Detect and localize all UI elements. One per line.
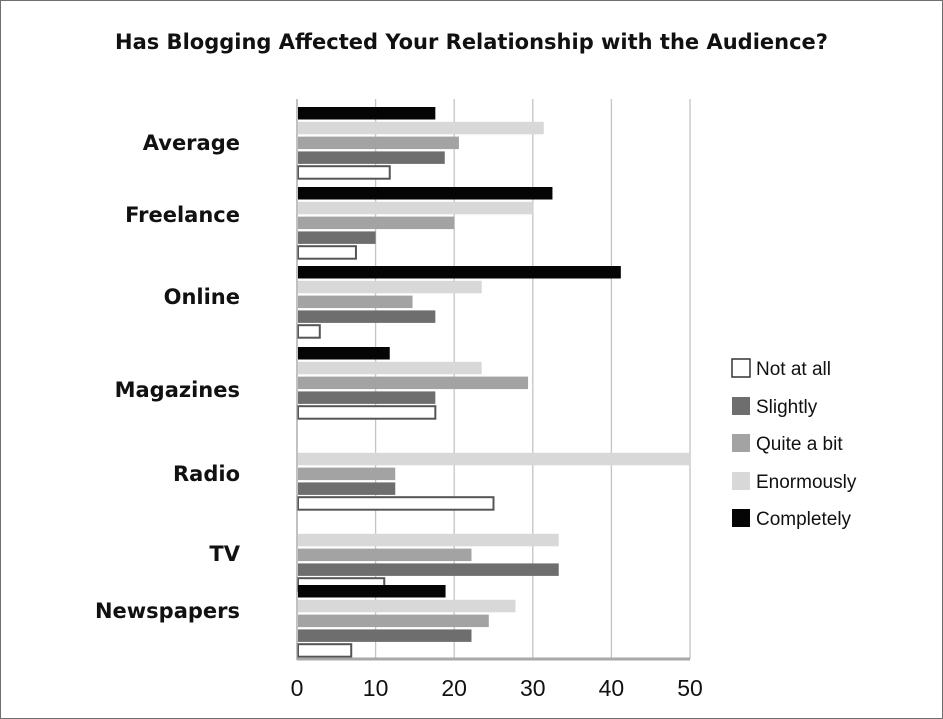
bar-newspapers-completely (298, 585, 446, 598)
category-labels: Average Freelance Online Magazines Radio TV Ne… (95, 131, 241, 623)
bar-online-enormously (298, 280, 482, 294)
bar-radio-quite-a-bit (298, 467, 396, 481)
bar-magazines-slightly (298, 391, 436, 404)
bar-magazines-enormously (298, 361, 482, 375)
bar-tv-enormously (298, 533, 559, 547)
bar-average-enormously (298, 121, 544, 135)
bar-freelance-enormously (298, 201, 533, 215)
legend-swatch-enormously (732, 472, 750, 490)
bars (297, 107, 690, 658)
category-label-average: Average (143, 131, 240, 155)
bar-newspapers-quite-a-bit (298, 614, 489, 628)
axes (296, 99, 690, 661)
bar-tv-slightly (298, 563, 559, 576)
x-tick-label-0: 0 (291, 675, 304, 701)
bar-newspapers-enormously (298, 599, 516, 613)
bar-freelance-completely (298, 187, 553, 200)
legend-swatch-slightly (732, 397, 750, 415)
category-label-radio: Radio (173, 462, 240, 486)
bar-average-completely (298, 107, 436, 120)
legend-label-completely: Completely (756, 509, 852, 530)
legend-swatch-not-at-all (731, 358, 751, 378)
legend-label-enormously: Enormously (756, 472, 857, 493)
legend-swatch-completely (732, 509, 750, 527)
x-tick-label-30: 30 (520, 675, 546, 701)
legend-swatch-quite-a-bit (732, 434, 750, 452)
x-tick-label-10: 10 (363, 675, 389, 701)
category-label-magazines: Magazines (115, 378, 240, 402)
bar-magazines-completely (298, 347, 390, 360)
bar-online-slightly (298, 310, 436, 323)
chart-title: Has Blogging Affected Your Relationship … (115, 30, 828, 54)
legend-label-quite-a-bit: Quite a bit (756, 434, 843, 455)
x-tick-label-50: 50 (677, 675, 703, 701)
bar-average-quite-a-bit (298, 136, 459, 150)
bar-tv-quite-a-bit (298, 548, 472, 562)
bar-radio-slightly (298, 482, 396, 495)
category-label-freelance: Freelance (125, 203, 240, 227)
bar-online-quite-a-bit (298, 295, 413, 309)
category-label-tv: TV (209, 542, 240, 566)
bar-freelance-not-at-all (297, 245, 357, 260)
bar-freelance-slightly (298, 231, 376, 244)
bar-online-not-at-all (297, 324, 321, 339)
bar-average-not-at-all (297, 165, 391, 180)
bar-freelance-quite-a-bit (298, 216, 455, 230)
bar-magazines-quite-a-bit (298, 376, 529, 390)
bar-newspapers-not-at-all (297, 643, 353, 658)
legend-label-not-at-all: Not at all (756, 359, 831, 380)
bar-magazines-not-at-all (297, 405, 437, 420)
category-label-online: Online (164, 285, 240, 309)
x-tick-label-20: 20 (441, 675, 467, 701)
bar-newspapers-slightly (298, 629, 472, 642)
bar-radio-enormously (298, 452, 690, 466)
legend-label-slightly: Slightly (756, 397, 818, 418)
legend: Not at all Slightly Quite a bit Enormously C… (731, 358, 857, 530)
bar-online-completely (298, 266, 621, 279)
x-tick-label-40: 40 (599, 675, 625, 701)
x-tick-labels: 0 10 20 30 40 50 (291, 675, 703, 701)
bar-average-slightly (298, 151, 445, 164)
bar-radio-not-at-all (297, 496, 495, 511)
category-label-newspapers: Newspapers (95, 599, 240, 623)
